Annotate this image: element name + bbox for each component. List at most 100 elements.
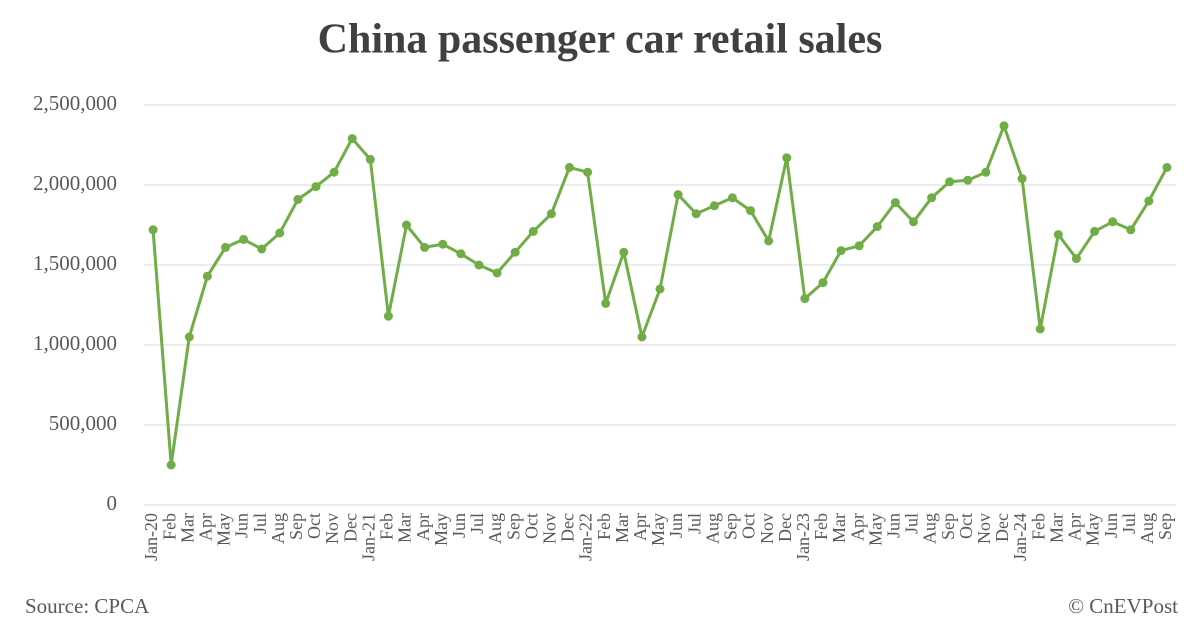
y-tick-label: 0 xyxy=(107,491,118,515)
point xyxy=(854,241,864,251)
x-tick-label: Aug xyxy=(702,513,722,544)
x-tick-label: May xyxy=(214,513,234,546)
x-tick-label: May xyxy=(1083,513,1103,546)
point xyxy=(673,190,683,200)
point xyxy=(691,209,701,219)
x-tick-label: Jun xyxy=(666,513,686,538)
y-tick-label: 1,000,000 xyxy=(33,331,117,355)
point xyxy=(601,298,611,308)
x-tick-label: Oct xyxy=(304,513,324,539)
point xyxy=(727,193,737,203)
point xyxy=(311,182,321,192)
point xyxy=(347,134,357,144)
x-tick-label: Aug xyxy=(485,513,505,544)
x-tick-label: Dec xyxy=(992,513,1012,542)
x-tick-label: Mar xyxy=(612,513,632,543)
x-tick-label: Apr xyxy=(630,513,650,541)
x-tick-label: Apr xyxy=(847,513,867,541)
point xyxy=(1053,230,1063,240)
point xyxy=(166,460,176,470)
point xyxy=(202,271,212,281)
point xyxy=(836,246,846,256)
x-tick-label: Mar xyxy=(1046,513,1066,543)
x-tick-label: Jul xyxy=(902,513,922,534)
x-tick-label: Jan-21 xyxy=(358,513,378,561)
point xyxy=(619,247,629,257)
x-tick-label: Nov xyxy=(974,513,994,544)
source: Source: CPCA xyxy=(25,594,150,618)
x-tick-label: Sep xyxy=(938,513,958,540)
y-tick-label: 500,000 xyxy=(49,411,117,435)
point xyxy=(329,167,339,177)
x-tick-label: Dec xyxy=(558,513,578,542)
point xyxy=(456,249,466,259)
x-tick-label: Jul xyxy=(1119,513,1139,534)
x-tick-label: Jan-24 xyxy=(1010,513,1030,561)
x-tick-label: May xyxy=(865,513,885,546)
x-tick-label: Sep xyxy=(286,513,306,540)
x-tick-label: Jun xyxy=(449,513,469,538)
point xyxy=(818,278,828,288)
x-tick-label: Oct xyxy=(521,513,541,539)
x-tick-label: Jul xyxy=(250,513,270,534)
point xyxy=(474,260,484,270)
point xyxy=(746,206,756,216)
x-tick-label: Apr xyxy=(195,513,215,541)
point xyxy=(564,162,574,172)
point xyxy=(365,154,375,164)
point xyxy=(981,167,991,177)
point xyxy=(637,332,647,342)
x-tick-label: Apr xyxy=(413,513,433,541)
point xyxy=(764,236,774,246)
x-tick-label: Apr xyxy=(1065,513,1085,541)
x-tick-label: Mar xyxy=(177,513,197,543)
line xyxy=(151,124,1169,467)
x-tick-label: Aug xyxy=(920,513,940,544)
point xyxy=(1035,324,1045,334)
x-tick-label: Jan-22 xyxy=(576,513,596,561)
point xyxy=(709,201,719,211)
x-tick-label: Jul xyxy=(684,513,704,534)
point xyxy=(800,294,810,304)
point xyxy=(1162,162,1172,172)
x-tick-label: Feb xyxy=(159,513,179,540)
point xyxy=(546,209,556,219)
point xyxy=(402,220,412,230)
x-tick-label: Oct xyxy=(739,513,759,539)
x-tick-label: Jun xyxy=(232,513,252,538)
x-tick-label: Nov xyxy=(757,513,777,544)
x-tick-label: Jun xyxy=(1101,513,1121,538)
x-tick-label: Jan-20 xyxy=(141,513,161,561)
point xyxy=(420,242,430,252)
x-tick-label: Mar xyxy=(829,513,849,543)
point xyxy=(583,167,593,177)
y-tick-label: 2,000,000 xyxy=(33,171,117,195)
point xyxy=(908,217,918,227)
point xyxy=(528,226,538,236)
point xyxy=(239,234,249,244)
x-tick-label: Sep xyxy=(503,513,523,540)
x-tick-label: Nov xyxy=(322,513,342,544)
x-tick-label: Jan-23 xyxy=(793,513,813,561)
x-tick-label: May xyxy=(431,513,451,546)
point xyxy=(1126,225,1136,235)
point xyxy=(383,311,393,321)
y-tick-label: 2,500,000 xyxy=(33,91,117,115)
point xyxy=(492,268,502,278)
x-tick-label: Dec xyxy=(775,513,795,542)
point xyxy=(148,225,158,235)
x-tick-label: Jun xyxy=(883,513,903,538)
point xyxy=(655,284,665,294)
x-tick-label: Feb xyxy=(1028,513,1048,540)
point xyxy=(927,193,937,203)
point xyxy=(890,198,900,208)
x-tick-label: Dec xyxy=(340,513,360,542)
x-tick-label: Mar xyxy=(395,513,415,543)
x-tick-label: Feb xyxy=(377,513,397,540)
point xyxy=(184,332,194,342)
x-tick-label: May xyxy=(648,513,668,546)
point xyxy=(963,175,973,185)
x-tick-label: Oct xyxy=(956,513,976,539)
point xyxy=(782,153,792,163)
